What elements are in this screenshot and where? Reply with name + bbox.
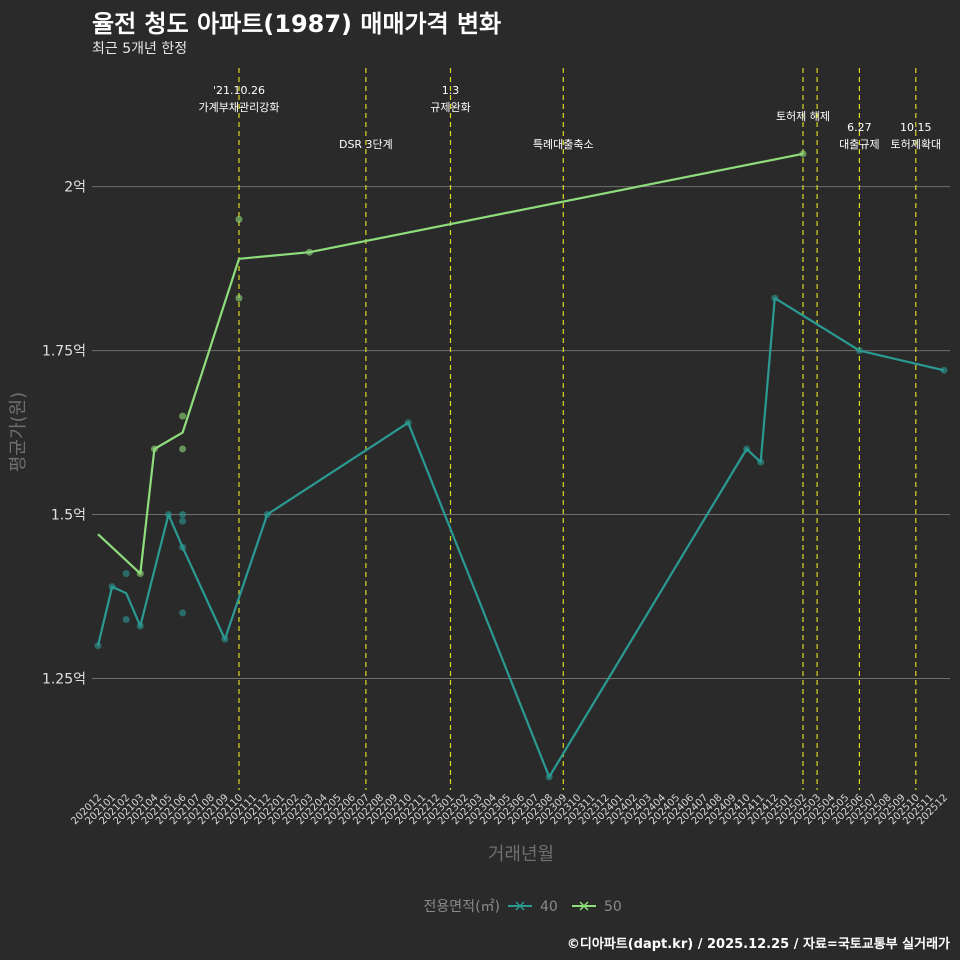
event-label: 토허제확대 [890,138,941,151]
series-40-point [940,366,948,374]
series-40-point [122,615,130,623]
source-caption: ©디아파트(dapt.kr) / 2025.12.25 / 자료=국토교통부 실… [566,937,950,952]
series-40-point [122,570,130,578]
series-40-point [179,609,187,617]
event-label: 규제완화 [430,101,470,114]
series-40-point [179,511,187,519]
series-40-point [404,419,412,427]
series-40-point [179,517,187,525]
chart-subtitle: 최근 5개년 한정 [92,41,188,57]
event-label: 6.27 [847,121,872,134]
series-50-point [179,445,187,453]
legend-key-mark [579,901,589,911]
series-50-point [235,215,243,223]
series-40-point [94,642,102,650]
y-tick-label: 1.5억 [51,508,86,524]
series-40-point [757,458,765,466]
chart-title: 율전 청도 아파트(1987) 매매가격 변화 [92,10,502,38]
y-tick-label: 1.25억 [42,672,86,688]
series-40-point [771,294,779,302]
y-tick-label: 1.75억 [42,344,86,360]
series-40-point [743,445,751,453]
series-40-point [179,543,187,551]
y-tick-label: 2억 [64,180,86,196]
event-label: 가계부채관리강화 [199,101,280,114]
series-40-point [108,583,116,591]
event-label: 1.3 [442,84,460,97]
series-40-point [165,511,172,519]
legend-title: 전용면적(㎡) [424,899,500,915]
legend-label: 40 [540,899,558,915]
series-40-point [545,773,553,781]
event-label: 특례대출축소 [533,138,594,151]
event-label: 토허제 해제 [776,109,830,123]
event-label: DSR 3단계 [339,138,393,151]
event-label: '21.10.26 [213,84,265,97]
series-50-point [306,248,313,256]
event-label: 대출규제 [839,138,879,151]
series-40-point [855,347,863,355]
series-40-point [136,622,144,630]
series-50-point [179,412,187,420]
y-axis-title: 평균가(원) [8,392,29,472]
series-50-point [136,570,144,578]
x-axis-title: 거래년월 [488,844,554,865]
series-40-point [263,511,271,519]
series-40-point [221,635,229,643]
series-50-point [235,294,243,302]
event-label: 10.15 [900,121,932,134]
series-50-point [150,445,158,453]
legend-label: 50 [604,899,622,915]
series-50-point [799,150,807,158]
legend-key-mark [515,901,525,911]
